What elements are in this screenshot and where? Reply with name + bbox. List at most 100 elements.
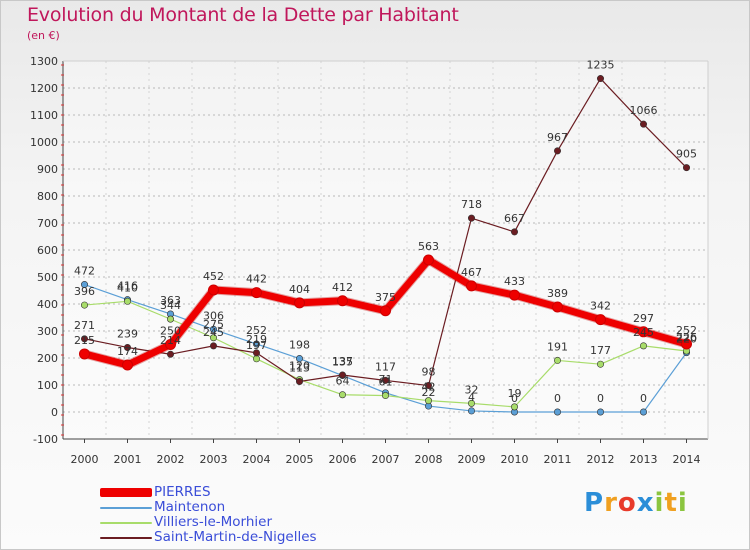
data-label: 0	[554, 392, 561, 405]
data-label: 191	[547, 340, 568, 353]
data-point	[552, 301, 563, 313]
data-label: 32	[465, 383, 479, 396]
data-point	[380, 305, 391, 317]
data-label: 0	[511, 392, 518, 405]
data-label: 467	[461, 266, 482, 279]
x-tick-label: 2013	[630, 453, 658, 466]
data-point	[210, 342, 218, 350]
data-point	[553, 147, 561, 155]
x-tick-label: 2004	[243, 453, 271, 466]
data-point	[510, 228, 518, 236]
data-label: 442	[246, 273, 267, 286]
y-tick-label: 400	[37, 298, 58, 311]
data-point	[682, 164, 690, 172]
data-label: 214	[160, 334, 181, 347]
data-label: 252	[676, 324, 697, 337]
data-label: 389	[547, 287, 568, 300]
y-tick-label: -100	[33, 433, 58, 446]
x-tick-label: 2007	[372, 453, 400, 466]
x-tick-label: 2009	[458, 453, 486, 466]
x-tick-label: 2012	[587, 453, 615, 466]
legend-label: Maintenon	[154, 499, 226, 515]
data-point	[81, 301, 89, 309]
x-tick-label: 2010	[501, 453, 529, 466]
data-point	[294, 297, 305, 309]
data-label: 215	[74, 334, 95, 347]
legend-label: Saint-Martin-de-Nigelles	[154, 529, 317, 545]
data-point	[639, 120, 647, 128]
plot-area	[63, 61, 708, 439]
data-point	[509, 289, 520, 301]
data-point	[167, 350, 175, 358]
y-tick-label: 500	[37, 271, 58, 284]
proxiti-logo: Proxiti	[584, 488, 688, 518]
legend-item: Villiers-le-Morhier	[100, 514, 400, 530]
y-tick-label: 1300	[30, 55, 58, 68]
data-label: 174	[117, 345, 138, 358]
data-label: 416	[117, 280, 138, 293]
data-label: 967	[547, 131, 568, 144]
data-label: 220	[676, 333, 697, 346]
data-point	[596, 408, 604, 416]
data-point	[596, 75, 604, 83]
y-tick-label: 700	[37, 217, 58, 230]
data-point	[553, 408, 561, 416]
data-label: 98	[422, 366, 436, 379]
chart-title: Evolution du Montant de la Dette par Hab…	[27, 4, 459, 26]
data-point	[638, 326, 649, 338]
data-point	[79, 348, 90, 360]
data-point	[466, 280, 477, 292]
data-point	[681, 338, 692, 350]
data-label: 64	[336, 375, 350, 388]
data-point	[639, 408, 647, 416]
data-point	[596, 360, 604, 368]
legend-swatch	[100, 537, 152, 539]
data-label: 226	[676, 331, 697, 344]
legend-swatch	[100, 522, 152, 524]
x-tick-label: 2014	[673, 453, 701, 466]
data-label: 396	[74, 285, 95, 298]
legend-label: Villiers-le-Morhier	[154, 514, 273, 530]
data-point	[338, 371, 346, 379]
y-tick-label: 200	[37, 352, 58, 365]
data-label: 71	[379, 373, 393, 386]
data-label: 667	[504, 212, 525, 225]
y-tick-label: 1100	[30, 109, 58, 122]
data-point	[553, 356, 561, 364]
data-point	[81, 335, 89, 343]
data-point	[124, 297, 132, 305]
data-point	[595, 314, 606, 326]
data-label: 120	[289, 360, 310, 373]
x-tick-label: 2008	[415, 453, 443, 466]
data-point	[81, 281, 89, 289]
legend-item: Maintenon	[100, 499, 400, 515]
legend-swatch	[100, 488, 152, 497]
data-point	[337, 295, 348, 307]
data-label: 472	[74, 265, 95, 278]
data-label: 344	[160, 299, 181, 312]
x-tick-label: 2001	[114, 453, 142, 466]
data-label: 718	[461, 198, 482, 211]
data-label: 363	[160, 294, 181, 307]
data-label: 306	[203, 309, 224, 322]
y-tick-label: 1000	[30, 136, 58, 149]
y-tick-label: 300	[37, 325, 58, 338]
data-label: 250	[160, 325, 181, 338]
x-tick-label: 2011	[544, 453, 572, 466]
y-tick-label: 800	[37, 190, 58, 203]
data-point	[467, 214, 475, 222]
data-label: 219	[246, 333, 267, 346]
data-label: 275	[203, 318, 224, 331]
y-tick-label: 100	[37, 379, 58, 392]
data-label: 905	[676, 148, 697, 161]
data-point	[381, 376, 389, 384]
data-label: 1235	[587, 59, 615, 72]
data-label: 297	[633, 312, 654, 325]
data-point	[467, 407, 475, 415]
data-point	[122, 359, 133, 371]
data-label: 342	[590, 300, 611, 313]
data-point	[165, 339, 176, 350]
data-point	[253, 355, 261, 363]
